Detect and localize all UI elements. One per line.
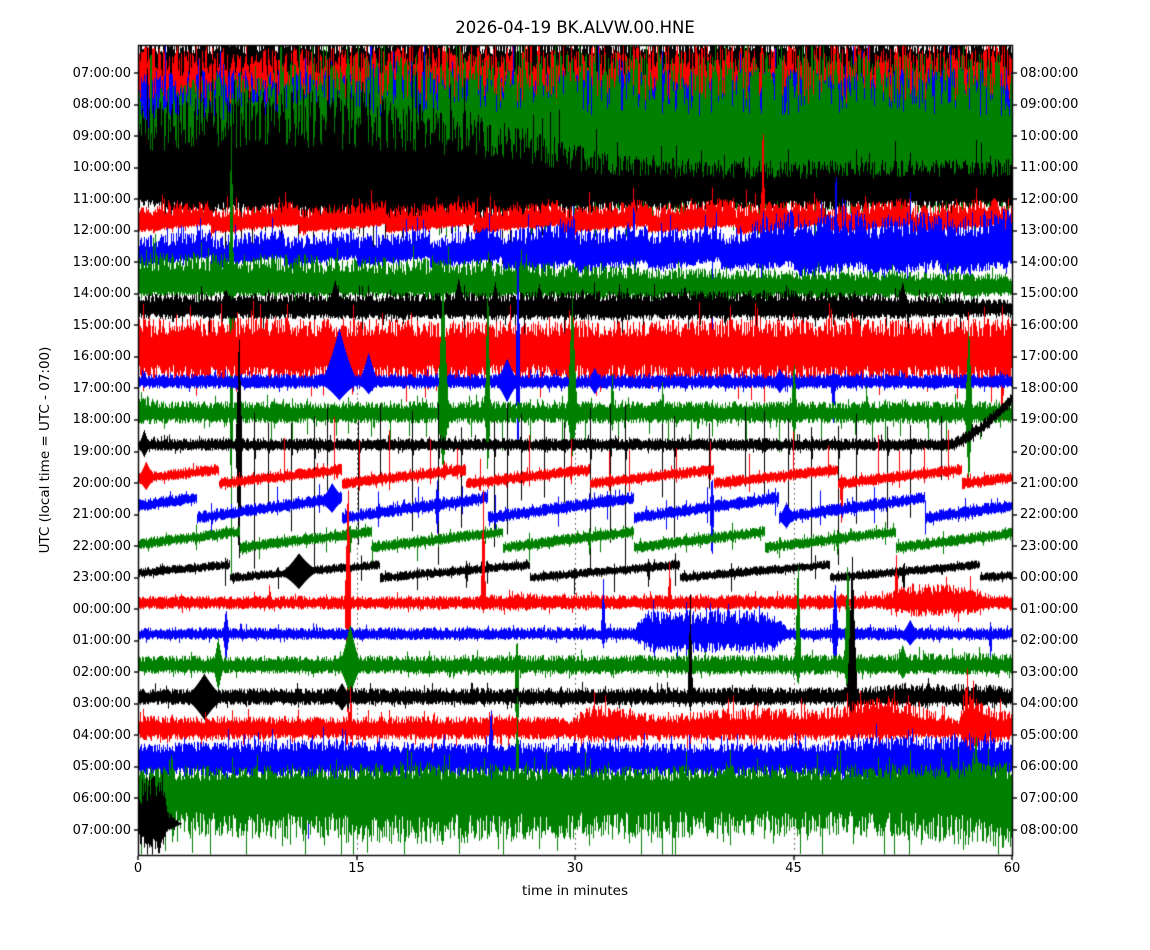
local-tick-label: 23:00:00 <box>1020 538 1079 554</box>
utc-tick-label: 18:00:00 <box>72 412 131 428</box>
utc-tick-label: 22:00:00 <box>72 538 131 554</box>
y-axis-label: UTC (local time = UTC - 07:00) <box>37 346 53 554</box>
utc-tick-label: 09:00:00 <box>72 128 131 144</box>
local-tick-label: 18:00:00 <box>1020 380 1079 396</box>
utc-tick-label: 12:00:00 <box>72 223 131 239</box>
local-tick-label: 07:00:00 <box>1020 790 1079 806</box>
utc-tick-label: 14:00:00 <box>72 286 131 302</box>
utc-tick-label: 11:00:00 <box>72 191 131 207</box>
x-axis-label: time in minutes <box>521 883 629 899</box>
local-tick-label: 04:00:00 <box>1020 696 1079 712</box>
utc-tick-label: 00:00:00 <box>72 601 131 617</box>
utc-tick-label: 15:00:00 <box>72 317 131 333</box>
local-tick-label: 02:00:00 <box>1020 633 1079 649</box>
local-tick-label: 05:00:00 <box>1020 727 1079 743</box>
utc-tick-label: 05:00:00 <box>72 759 131 775</box>
local-tick-label: 16:00:00 <box>1020 317 1079 333</box>
utc-tick-label: 20:00:00 <box>72 475 131 491</box>
local-tick-label: 00:00:00 <box>1020 570 1079 586</box>
local-tick-label: 20:00:00 <box>1020 444 1079 459</box>
utc-tick-label: 04:00:00 <box>72 727 131 743</box>
local-tick-label: 12:00:00 <box>1020 191 1079 207</box>
utc-tick-label: 03:00:00 <box>72 696 131 712</box>
utc-tick-label: 01:00:00 <box>72 633 131 649</box>
local-tick-label: 10:00:00 <box>1020 128 1079 144</box>
local-tick-label: 17:00:00 <box>1020 349 1079 365</box>
utc-tick-label: 02:00:00 <box>72 664 131 680</box>
x-tick-label: 0 <box>133 861 143 876</box>
utc-tick-label: 17:00:00 <box>72 380 131 396</box>
local-tick-label: 15:00:00 <box>1020 286 1079 302</box>
utc-tick-label: 10:00:00 <box>72 160 131 176</box>
local-tick-label: 19:00:00 <box>1020 412 1079 428</box>
plot-title: 2026-04-19 BK.ALVW.00.HNE <box>455 18 695 37</box>
local-tick-label: 13:00:00 <box>1020 223 1079 239</box>
local-tick-label: 09:00:00 <box>1020 97 1079 113</box>
utc-tick-label: 16:00:00 <box>72 349 131 365</box>
local-tick-label: 01:00:00 <box>1020 601 1079 617</box>
x-tick-label: 15 <box>348 861 365 876</box>
utc-tick-label: 08:00:00 <box>72 97 131 113</box>
x-tick-label: 60 <box>1003 861 1021 876</box>
x-tick-label: 45 <box>785 861 802 876</box>
utc-tick-label: 13:00:00 <box>72 254 131 270</box>
utc-tick-label: 07:00:00 <box>72 822 131 838</box>
local-tick-label: 03:00:00 <box>1020 664 1079 680</box>
utc-tick-label: 19:00:00 <box>72 444 131 459</box>
local-tick-label: 22:00:00 <box>1020 507 1079 523</box>
local-tick-label: 14:00:00 <box>1020 254 1079 270</box>
utc-tick-label: 21:00:00 <box>72 507 131 523</box>
utc-tick-label: 23:00:00 <box>72 570 131 586</box>
utc-tick-label: 06:00:00 <box>72 790 131 806</box>
utc-tick-label: 07:00:00 <box>72 65 131 81</box>
local-tick-label: 08:00:00 <box>1020 65 1079 81</box>
x-tick-label: 30 <box>566 861 584 876</box>
local-tick-label: 21:00:00 <box>1020 475 1079 491</box>
local-tick-label: 08:00:00 <box>1020 822 1079 838</box>
local-tick-label: 11:00:00 <box>1020 160 1079 176</box>
local-tick-label: 06:00:00 <box>1020 759 1079 775</box>
